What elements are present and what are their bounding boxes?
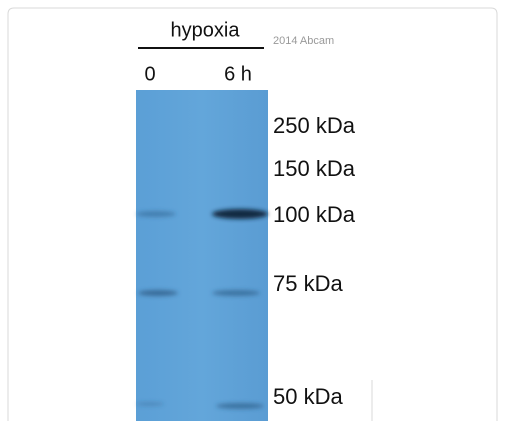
band [212,290,260,296]
band [138,290,178,296]
membrane [136,90,268,421]
band [212,209,268,219]
marker-label: 100 kDa [273,202,356,227]
marker-label: 250 kDa [273,113,356,138]
blot-figure: hypoxia 0 6 h 2014 Abcam 250 kDa 150 kDa… [0,0,506,421]
copyright: 2014 Abcam [273,35,334,47]
marker-label: 150 kDa [273,156,356,181]
band [136,402,164,406]
page: hypoxia 0 6 h 2014 Abcam 250 kDa 150 kDa… [0,0,506,421]
marker-label: 75 kDa [273,271,343,296]
lane-label: 0 [144,63,155,85]
marker-label: 50 kDa [273,384,343,409]
lane-label: 6 h [224,63,252,85]
band [216,403,264,409]
condition-label: hypoxia [171,19,241,41]
band [136,211,176,217]
